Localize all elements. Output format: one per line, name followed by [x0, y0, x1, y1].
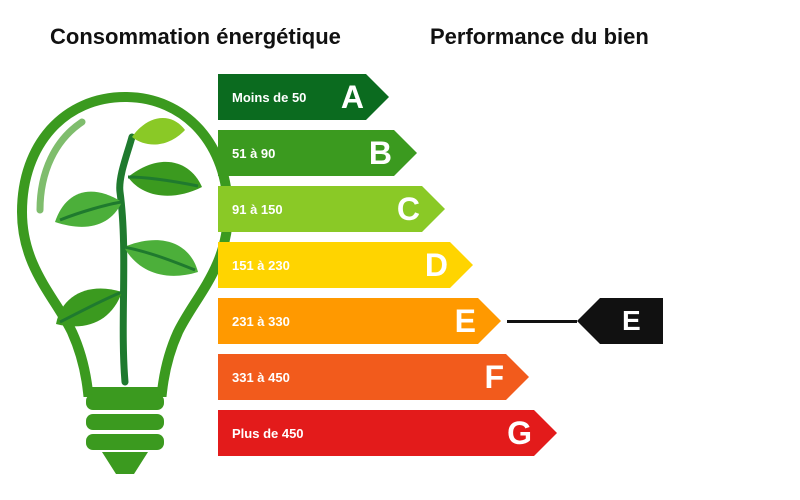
- rating-bar-arrowhead: [394, 130, 417, 176]
- rating-bar-arrowhead: [422, 186, 445, 232]
- rating-bar-body: 331 à 450 F: [218, 354, 506, 400]
- rating-bar-body: 231 à 330 E: [218, 298, 478, 344]
- selected-rating-pointer: E: [507, 298, 663, 344]
- rating-range-label: Plus de 450: [232, 426, 304, 441]
- rating-letter: D: [425, 249, 450, 281]
- rating-bar-a: Moins de 50 A: [218, 74, 534, 120]
- rating-bar-b: 51 à 90 B: [218, 130, 534, 176]
- rating-bar-body: 151 à 230 D: [218, 242, 450, 288]
- lightbulb-plant-icon: [10, 82, 240, 482]
- rating-letter: F: [484, 361, 506, 393]
- rating-bar-e: 231 à 330 E: [218, 298, 534, 344]
- rating-range-label: 51 à 90: [232, 146, 275, 161]
- rating-bar-arrowhead: [478, 298, 501, 344]
- rating-bar-body: 91 à 150 C: [218, 186, 422, 232]
- rating-bar-arrowhead: [366, 74, 389, 120]
- rating-letter: G: [507, 417, 534, 449]
- rating-letter: B: [369, 137, 394, 169]
- rating-bar-d: 151 à 230 D: [218, 242, 534, 288]
- rating-bar-arrowhead: [450, 242, 473, 288]
- rating-letter: E: [455, 305, 478, 337]
- rating-bar-c: 91 à 150 C: [218, 186, 534, 232]
- rating-bar-f: 331 à 450 F: [218, 354, 534, 400]
- rating-range-label: Moins de 50: [232, 90, 306, 105]
- energy-rating-bars: Moins de 50 A 51 à 90 B 91 à 150 C 151 à 230 D 2…: [218, 74, 534, 466]
- pointer-tag-letter: E: [600, 298, 663, 344]
- rating-bar-body: 51 à 90 B: [218, 130, 394, 176]
- pointer-connector-line: [507, 320, 577, 323]
- rating-bar-body: Plus de 450 G: [218, 410, 534, 456]
- rating-bar-arrowhead: [534, 410, 557, 456]
- title-consommation: Consommation énergétique: [50, 24, 341, 50]
- pointer-tag: E: [577, 298, 663, 344]
- title-performance: Performance du bien: [430, 24, 649, 50]
- rating-letter: C: [397, 193, 422, 225]
- rating-range-label: 231 à 330: [232, 314, 290, 329]
- pointer-tag-arrow: [577, 298, 600, 344]
- rating-range-label: 91 à 150: [232, 202, 283, 217]
- rating-bar-arrowhead: [506, 354, 529, 400]
- rating-bar-g: Plus de 450 G: [218, 410, 534, 456]
- rating-bar-body: Moins de 50 A: [218, 74, 366, 120]
- rating-letter: A: [341, 81, 366, 113]
- rating-range-label: 331 à 450: [232, 370, 290, 385]
- rating-range-label: 151 à 230: [232, 258, 290, 273]
